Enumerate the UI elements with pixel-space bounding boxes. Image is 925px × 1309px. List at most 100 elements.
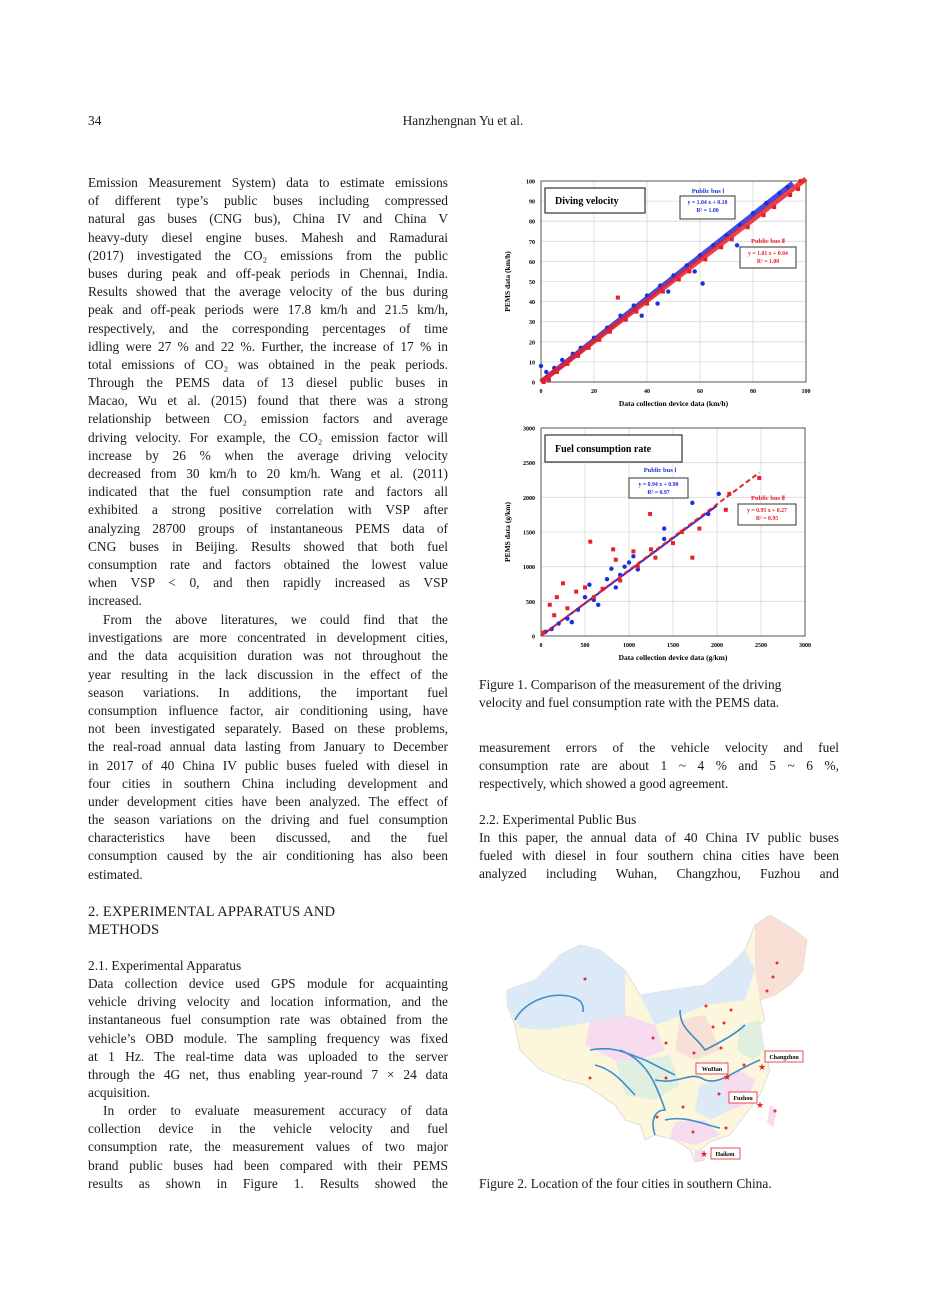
text-line: acquisition. [88,1085,151,1101]
text-line: collection device in the vehicle velocit… [88,1121,448,1137]
x-tick-label: 0 [540,643,543,649]
china-map: ★ ★ ★ ★ Changzhou WuHan Fuzhou Haikou [506,914,808,1163]
paragraph: measurement errors of the vehicle veloci… [479,739,839,794]
y-tick-label: 70 [529,240,535,246]
data-point [639,313,644,318]
map-rivers [514,994,761,1136]
data-point [541,630,546,635]
running-title: Hanzhengnan Yu et al. [402,113,524,128]
text-line: estimated. [88,866,143,882]
data-point [729,237,734,242]
text-line: instantaneous fuel consumption rate was … [88,1012,448,1028]
data-point [679,530,684,534]
text-line: natural gas buses (CNG bus), China IV an… [88,211,448,227]
text-line: Macao, Wu et al. (2015) found that there… [88,393,448,409]
section-heading-line: METHODS [88,922,160,939]
text-line: total emissions of CO₂ was obtained in t… [88,356,448,372]
x-axis-label: Data collection device data (g/km) [619,653,728,662]
data-point [544,369,549,375]
map-region [615,1055,680,1100]
text-line: and the data acquisition duration was no… [88,648,448,664]
text-line: fueled with diesel in four southern chin… [479,848,839,864]
x-tick-label: 100 [802,389,811,395]
chart-title: Diving velocity [555,196,619,207]
y-tick-label: 1000 [523,565,535,571]
data-point [588,539,593,544]
data-point [649,547,653,552]
y-tick-label: 40 [529,300,535,306]
series-label: Public bus Ⅰ [692,187,725,195]
data-point [662,536,667,542]
caption-line: Figure 1. Comparison of the measurement … [479,677,782,692]
text-line: year resulting in the lack discussion in… [88,666,448,682]
text-line: exhibited a strong positive correlation … [88,502,448,518]
data-point [666,289,671,294]
data-point [703,257,708,262]
text-line: consumption caused by the air conditioni… [88,848,448,864]
x-tick-label: 1000 [623,643,635,649]
data-point [772,205,777,210]
x-tick-label: 500 [581,643,590,649]
r-squared: R² = 1.00 [696,208,718,214]
text-line: brand public buses had been compared wit… [88,1157,448,1173]
y-tick-label: 90 [529,200,535,206]
series-label: Public bus Ⅱ [751,237,785,245]
plot-frame [540,427,806,637]
city-stars: ★ ★ ★ ★ [700,1062,766,1159]
text-line: CNG buses in Beijing. Results showed tha… [88,538,448,554]
x-tick-label: 60 [697,389,703,395]
y-tick-label: 20 [529,340,535,346]
data-point [631,549,636,554]
figure2-caption: Figure 2. Location of the four cities in… [479,1176,772,1191]
map-region [737,1020,765,1060]
data-point [635,564,640,569]
data-point [690,555,695,560]
text-line: driving velocity. For example, the CO₂ e… [88,429,448,445]
paragraph: From the above literatures, we could fin… [88,611,448,884]
y-tick-label: 0 [532,635,535,641]
text-line: Data collection device used GPS module f… [88,976,448,991]
y-tick-label: 30 [529,320,535,326]
data-point [547,602,552,607]
y-tick-label: 80 [529,220,535,226]
data-point [662,526,667,531]
fuel-scatter-chart: 0 500 1000 1500 2000 2500 3000 0 500 1000 1500 2000… [503,427,811,663]
data-point [757,475,762,480]
text-line: vehicle driving velocity and location in… [88,994,448,1010]
data-point [582,594,588,600]
data-point [538,363,544,369]
data-point [631,554,636,559]
data-point [569,619,574,625]
map-label-haikou: Haikou [715,1152,735,1158]
r-squared: R² = 1.00 [757,259,779,265]
data-point [626,560,632,565]
paragraph: In order to evaluate measurement accurac… [88,1102,448,1193]
data-point [552,613,557,618]
text-line: Results showed that the average velocity… [88,284,448,300]
regression-equation: y = 0.94 x + 0.90 [639,482,679,488]
text-line: when VSP < 0, and then rapidly increased… [88,575,448,591]
data-point [565,606,570,611]
y-tick-label: 60 [529,260,535,266]
equation-box [739,246,797,269]
text-line: consumption rate, the measurement values… [88,1139,448,1155]
data-point [692,269,697,274]
velocity-scatter-chart: 0 10 20 30 40 50 60 70 80 90 100 0 20 40 60 80 100 Public… [503,176,811,408]
section-heading: 2. EXPERIMENTAL APPARATUS AND METHODS [88,903,335,939]
x-tick-label: 20 [591,389,597,395]
y-axis-label: PEMS data (g/km) [503,501,512,562]
text-line: season variations. In additions, the imp… [88,684,448,700]
x-tick-label: 2000 [711,643,723,649]
text-line: indicated that the fuel consumption rate… [88,484,448,500]
x-tick-label: 80 [750,389,756,395]
data-point [583,585,587,590]
data-point [655,301,660,306]
text-line: under development cities have been analy… [88,793,448,809]
data-point [719,245,724,250]
data-point [745,225,750,230]
text-line: increase by 26 % when the average drivin… [88,447,448,463]
text-line: increased. [88,593,142,609]
text-line: From the above literatures, we could fin… [103,612,448,627]
y-axis-label: PEMS data (km/h) [503,251,512,312]
data-point [700,281,705,286]
